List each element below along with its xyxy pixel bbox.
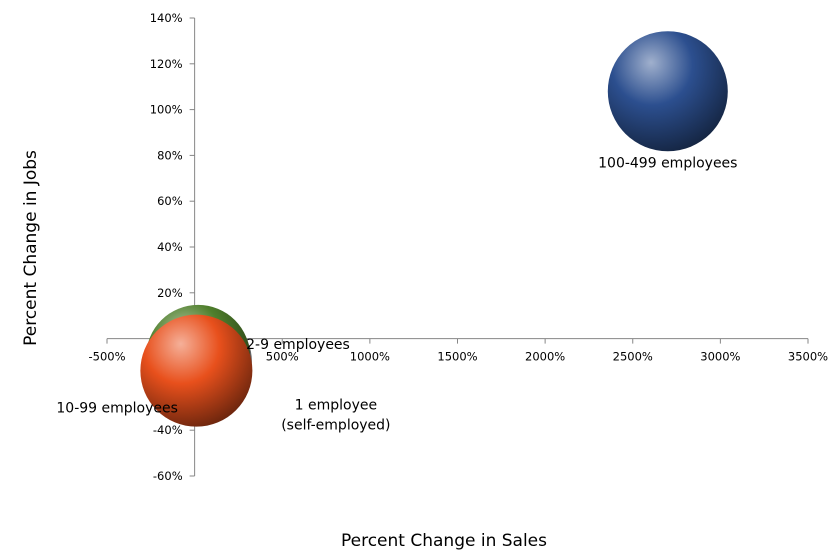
y-tick-label: 60% bbox=[157, 194, 183, 208]
y-tick-label: -60% bbox=[153, 469, 183, 483]
x-tick-label: 3500% bbox=[788, 350, 828, 364]
bubble-labels: 1 employee (self-employed)2-9 employees10… bbox=[56, 155, 737, 433]
y-tick-label: 140% bbox=[150, 11, 183, 25]
bubble-label: 10-99 employees bbox=[56, 401, 178, 417]
y-tick-label: 80% bbox=[157, 148, 183, 162]
x-tick-label: 3000% bbox=[700, 350, 740, 364]
x-tick-label: 1000% bbox=[350, 350, 390, 364]
bubble-10-99-employees bbox=[140, 314, 253, 427]
x-tick-label: 500% bbox=[266, 350, 299, 364]
x-tick-label: -500% bbox=[88, 350, 125, 364]
bubble-100-499-employees bbox=[607, 31, 728, 152]
x-tick-label: 2000% bbox=[525, 350, 565, 364]
axes: -500%0%500%1000%1500%2000%2500%3000%3500… bbox=[88, 11, 828, 483]
y-tick-label: 100% bbox=[150, 103, 183, 117]
bubble-label: 100-499 employees bbox=[598, 155, 737, 171]
y-tick-label: -40% bbox=[153, 423, 183, 437]
y-tick-label: 120% bbox=[150, 57, 183, 71]
y-tick-label: 40% bbox=[157, 240, 183, 254]
bubble-label: 2-9 employees bbox=[246, 337, 350, 353]
y-axis-title: Percent Change in Jobs bbox=[21, 150, 41, 346]
x-axis-title: Percent Change in Sales bbox=[341, 531, 547, 551]
y-tick-label: 20% bbox=[157, 286, 183, 300]
bubbles bbox=[140, 31, 728, 427]
x-tick-label: 2500% bbox=[613, 350, 653, 364]
x-tick-label: 1500% bbox=[437, 350, 477, 364]
bubble-label: 1 employee (self-employed) bbox=[281, 398, 390, 434]
